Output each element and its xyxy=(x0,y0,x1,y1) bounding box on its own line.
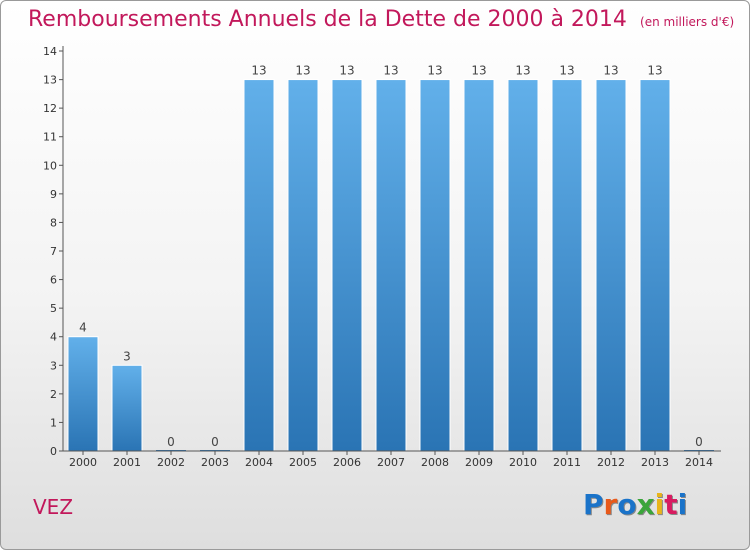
y-tick-label: 9 xyxy=(50,188,57,201)
chart-title-text: Remboursements Annuels de la Dette de 20… xyxy=(28,7,627,32)
proxiti-logo[interactable]: Proxiti xyxy=(583,488,687,521)
chart-title: Remboursements Annuels de la Dette de 20… xyxy=(28,7,734,32)
bar-value-label: 13 xyxy=(603,64,618,78)
logo-letter: i xyxy=(654,488,665,521)
bar-2001 xyxy=(111,364,143,452)
bar-2012 xyxy=(595,79,627,452)
y-tick-label: 0 xyxy=(50,445,57,458)
bar-2009 xyxy=(463,79,495,452)
x-tick-label: 2001 xyxy=(113,456,141,469)
x-tick-label: 2002 xyxy=(157,456,185,469)
x-tick-label: 2013 xyxy=(641,456,669,469)
bar-value-label: 13 xyxy=(251,64,266,78)
y-tick-label: 2 xyxy=(50,388,57,401)
x-tick-label: 2003 xyxy=(201,456,229,469)
y-tick-label: 11 xyxy=(43,131,57,144)
bar-value-label: 0 xyxy=(167,435,175,449)
bar-2011 xyxy=(551,79,583,452)
bar-2007 xyxy=(375,79,407,452)
logo-letter: i xyxy=(677,488,688,521)
bar-value-label: 4 xyxy=(79,321,87,335)
y-tick-label: 7 xyxy=(50,245,57,258)
x-tick-label: 2012 xyxy=(597,456,625,469)
bar-value-label: 13 xyxy=(559,64,574,78)
x-tick-label: 2011 xyxy=(553,456,581,469)
logo-letter: t xyxy=(664,488,678,521)
bar-2006 xyxy=(331,79,363,452)
y-tick-label: 6 xyxy=(50,274,57,287)
y-tick-label: 5 xyxy=(50,302,57,315)
chart-unit-note: (en milliers d'€) xyxy=(640,15,735,29)
bar-value-label: 13 xyxy=(295,64,310,78)
x-tick-label: 2014 xyxy=(685,456,713,469)
bar-2013 xyxy=(639,79,671,452)
bar-2005 xyxy=(287,79,319,452)
bar-value-label: 13 xyxy=(383,64,398,78)
logo-letter: o xyxy=(617,488,637,521)
x-tick-label: 2007 xyxy=(377,456,405,469)
logo-letter: P xyxy=(583,488,604,521)
x-tick-label: 2009 xyxy=(465,456,493,469)
bar-value-label: 0 xyxy=(211,435,219,449)
x-tick-label: 2000 xyxy=(69,456,97,469)
logo-letter: x xyxy=(636,488,655,521)
x-tick-label: 2006 xyxy=(333,456,361,469)
y-tick-label: 10 xyxy=(43,159,57,172)
bar-value-label: 13 xyxy=(427,64,442,78)
y-tick-label: 3 xyxy=(50,359,57,372)
y-tick-label: 12 xyxy=(43,102,57,115)
x-tick-label: 2008 xyxy=(421,456,449,469)
bar-value-label: 3 xyxy=(123,349,131,363)
y-tick-label: 14 xyxy=(43,45,57,58)
bar-2008 xyxy=(419,79,451,452)
y-tick-label: 13 xyxy=(43,74,57,87)
x-tick-label: 2010 xyxy=(509,456,537,469)
bar-2000 xyxy=(67,336,99,452)
bar-2010 xyxy=(507,79,539,452)
x-tick-label: 2005 xyxy=(289,456,317,469)
x-tick-label: 2004 xyxy=(245,456,273,469)
bar-value-label: 13 xyxy=(647,64,662,78)
bar-2004 xyxy=(243,79,275,452)
bar-value-label: 13 xyxy=(339,64,354,78)
logo-letter: r xyxy=(603,488,618,521)
bar-value-label: 13 xyxy=(471,64,486,78)
y-tick-label: 8 xyxy=(50,216,57,229)
y-tick-label: 1 xyxy=(50,416,57,429)
y-tick-label: 4 xyxy=(50,331,57,344)
commune-name: VEZ xyxy=(33,495,74,519)
bar-value-label: 0 xyxy=(695,435,703,449)
bar-value-label: 13 xyxy=(515,64,530,78)
